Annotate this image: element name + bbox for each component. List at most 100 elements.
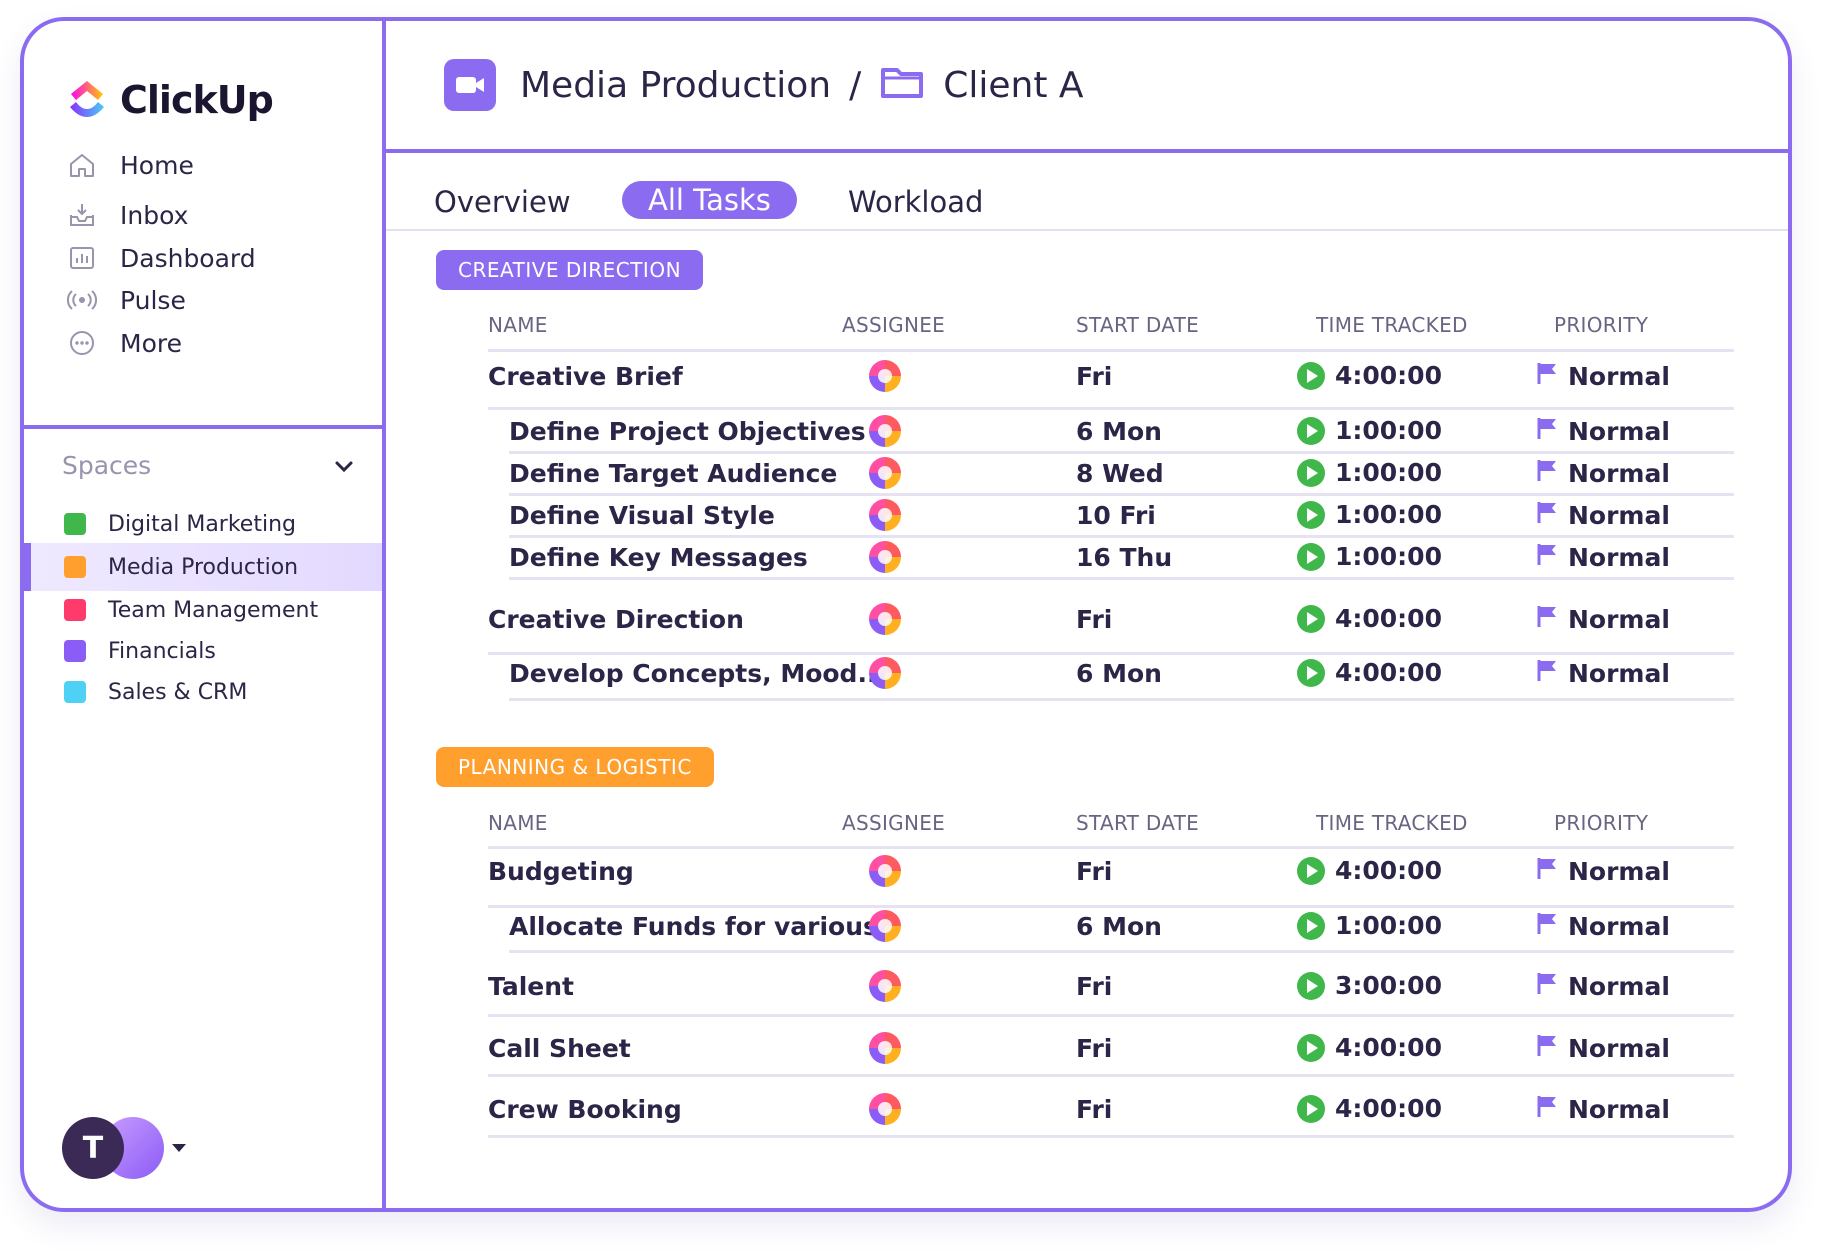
start-date[interactable]: 16 Thu bbox=[1076, 543, 1173, 572]
start-date[interactable]: Fri bbox=[1076, 1095, 1113, 1124]
play-icon[interactable] bbox=[1297, 856, 1325, 885]
task-name[interactable]: Creative Brief bbox=[488, 362, 683, 391]
nav-pulse[interactable]: Pulse bbox=[66, 284, 186, 316]
priority[interactable]: Normal bbox=[1536, 500, 1670, 530]
task-name[interactable]: Define Project Objectives bbox=[509, 417, 866, 446]
play-icon[interactable] bbox=[1297, 500, 1325, 529]
priority[interactable]: Normal bbox=[1536, 604, 1670, 634]
column-header-name[interactable]: NAME bbox=[488, 313, 548, 337]
start-date[interactable]: 10 Fri bbox=[1076, 501, 1156, 530]
task-name[interactable]: Develop Concepts, Mood... bbox=[509, 659, 886, 688]
priority[interactable]: Normal bbox=[1536, 856, 1670, 886]
caret-down-icon[interactable] bbox=[172, 1144, 186, 1152]
column-header-time-tracked[interactable]: TIME TRACKED bbox=[1316, 313, 1468, 337]
priority[interactable]: Normal bbox=[1536, 658, 1670, 688]
time-tracked[interactable]: 1:00:00 bbox=[1297, 542, 1442, 571]
priority[interactable]: Normal bbox=[1536, 542, 1670, 572]
task-name[interactable]: Allocate Funds for various bbox=[509, 912, 878, 941]
task-name[interactable]: Creative Direction bbox=[488, 605, 744, 634]
column-header-assignee[interactable]: ASSIGNEE bbox=[842, 313, 946, 337]
priority[interactable]: Normal bbox=[1536, 971, 1670, 1001]
start-date[interactable]: Fri bbox=[1076, 1034, 1113, 1063]
play-icon[interactable] bbox=[1297, 1094, 1325, 1123]
play-icon[interactable] bbox=[1297, 971, 1325, 1000]
time-tracked[interactable]: 3:00:00 bbox=[1297, 971, 1442, 1000]
time-tracked[interactable]: 4:00:00 bbox=[1297, 658, 1442, 687]
start-date[interactable]: 6 Mon bbox=[1076, 912, 1162, 941]
play-icon[interactable] bbox=[1297, 604, 1325, 633]
play-icon[interactable] bbox=[1297, 1033, 1325, 1062]
task-name[interactable]: Define Target Audience bbox=[509, 459, 838, 488]
priority[interactable]: Normal bbox=[1536, 458, 1670, 488]
assignee-avatar[interactable] bbox=[869, 970, 901, 1002]
tab-overview[interactable]: Overview bbox=[434, 185, 571, 219]
time-tracked[interactable]: 4:00:00 bbox=[1297, 1033, 1442, 1062]
play-icon[interactable] bbox=[1297, 458, 1325, 487]
group-label-creative-direction[interactable]: CREATIVE DIRECTION bbox=[436, 250, 704, 290]
nav-inbox[interactable]: Inbox bbox=[66, 199, 188, 231]
task-name[interactable]: Call Sheet bbox=[488, 1034, 631, 1063]
play-icon[interactable] bbox=[1297, 416, 1325, 445]
avatar[interactable]: T bbox=[62, 1117, 124, 1179]
space-item-financials[interactable]: Financials bbox=[24, 627, 382, 675]
nav-home[interactable]: Home bbox=[66, 149, 194, 181]
breadcrumb-folder[interactable]: Client A bbox=[943, 64, 1084, 106]
column-header-name[interactable]: NAME bbox=[488, 811, 548, 835]
priority[interactable]: Normal bbox=[1536, 416, 1670, 446]
priority[interactable]: Normal bbox=[1536, 361, 1670, 391]
task-name[interactable]: Budgeting bbox=[488, 857, 634, 886]
task-name[interactable]: Crew Booking bbox=[488, 1095, 682, 1124]
clickup-logo[interactable]: ClickUp bbox=[64, 77, 274, 123]
column-header-time-tracked[interactable]: TIME TRACKED bbox=[1316, 811, 1468, 835]
start-date[interactable]: Fri bbox=[1076, 972, 1113, 1001]
task-name[interactable]: Define Visual Style bbox=[509, 501, 775, 530]
time-tracked[interactable]: 1:00:00 bbox=[1297, 500, 1442, 529]
priority[interactable]: Normal bbox=[1536, 1094, 1670, 1124]
start-date[interactable]: Fri bbox=[1076, 857, 1113, 886]
nav-more[interactable]: More bbox=[66, 327, 182, 359]
space-item-sales-crm[interactable]: Sales & CRM bbox=[24, 668, 382, 716]
time-tracked[interactable]: 4:00:00 bbox=[1297, 361, 1442, 390]
time-tracked[interactable]: 1:00:00 bbox=[1297, 416, 1442, 445]
start-date[interactable]: Fri bbox=[1076, 362, 1113, 391]
nav-dashboard[interactable]: Dashboard bbox=[66, 242, 256, 274]
play-icon[interactable] bbox=[1297, 658, 1325, 687]
assignee-avatar[interactable] bbox=[869, 1093, 901, 1125]
tab-workload[interactable]: Workload bbox=[848, 185, 984, 219]
assignee-avatar[interactable] bbox=[869, 541, 901, 573]
assignee-avatar[interactable] bbox=[869, 1032, 901, 1064]
start-date[interactable]: Fri bbox=[1076, 605, 1113, 634]
group-label-planning-logistic[interactable]: PLANNING & LOGISTIC bbox=[436, 747, 714, 787]
column-header-priority[interactable]: PRIORITY bbox=[1554, 313, 1649, 337]
column-header-start-date[interactable]: START DATE bbox=[1076, 313, 1200, 337]
task-name[interactable]: Define Key Messages bbox=[509, 543, 808, 572]
assignee-avatar[interactable] bbox=[869, 360, 901, 392]
play-icon[interactable] bbox=[1297, 542, 1325, 571]
column-header-priority[interactable]: PRIORITY bbox=[1554, 811, 1649, 835]
time-tracked[interactable]: 1:00:00 bbox=[1297, 458, 1442, 487]
spaces-header[interactable]: Spaces bbox=[62, 451, 354, 480]
assignee-avatar[interactable] bbox=[869, 603, 901, 635]
user-menu[interactable]: T bbox=[62, 1117, 186, 1179]
assignee-avatar[interactable] bbox=[869, 415, 901, 447]
assignee-avatar[interactable] bbox=[869, 499, 901, 531]
play-icon[interactable] bbox=[1297, 361, 1325, 390]
priority[interactable]: Normal bbox=[1536, 1033, 1670, 1063]
assignee-avatar[interactable] bbox=[869, 855, 901, 887]
space-item-digital-marketing[interactable]: Digital Marketing bbox=[24, 500, 382, 548]
time-tracked[interactable]: 4:00:00 bbox=[1297, 604, 1442, 633]
task-name[interactable]: Talent bbox=[488, 972, 574, 1001]
assignee-avatar[interactable] bbox=[869, 657, 901, 689]
priority[interactable]: Normal bbox=[1536, 911, 1670, 941]
assignee-avatar[interactable] bbox=[869, 457, 901, 489]
column-header-assignee[interactable]: ASSIGNEE bbox=[842, 811, 946, 835]
column-header-start-date[interactable]: START DATE bbox=[1076, 811, 1200, 835]
time-tracked[interactable]: 1:00:00 bbox=[1297, 911, 1442, 940]
play-icon[interactable] bbox=[1297, 911, 1325, 940]
breadcrumb-space[interactable]: Media Production bbox=[520, 64, 832, 106]
time-tracked[interactable]: 4:00:00 bbox=[1297, 856, 1442, 885]
space-item-media-production[interactable]: Media Production bbox=[24, 543, 382, 591]
space-item-team-management[interactable]: Team Management bbox=[24, 586, 382, 634]
start-date[interactable]: 8 Wed bbox=[1076, 459, 1164, 488]
start-date[interactable]: 6 Mon bbox=[1076, 417, 1162, 446]
